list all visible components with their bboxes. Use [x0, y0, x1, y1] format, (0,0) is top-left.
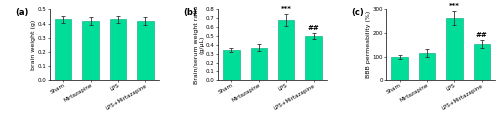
Bar: [82, 21, 99, 80]
Bar: [392, 57, 408, 80]
Bar: [474, 44, 490, 80]
Bar: [306, 36, 322, 80]
Text: ##: ##: [476, 32, 488, 38]
Bar: [137, 21, 154, 80]
Text: ***: ***: [281, 6, 291, 12]
Text: (b): (b): [184, 8, 197, 17]
Bar: [278, 20, 294, 80]
Y-axis label: brain weight (g): brain weight (g): [32, 20, 36, 70]
Bar: [446, 18, 462, 80]
Y-axis label: BBB permeability (%): BBB permeability (%): [366, 11, 371, 78]
Bar: [110, 19, 126, 80]
Text: ##: ##: [308, 25, 320, 31]
Text: (a): (a): [16, 8, 28, 17]
Text: ***: ***: [449, 3, 460, 9]
Bar: [419, 53, 436, 80]
Bar: [55, 19, 72, 80]
Bar: [250, 48, 267, 80]
Bar: [223, 50, 240, 80]
Y-axis label: Brain/serum weight ratio
(g/μL): Brain/serum weight ratio (g/μL): [194, 6, 204, 84]
Text: (c): (c): [352, 8, 364, 17]
